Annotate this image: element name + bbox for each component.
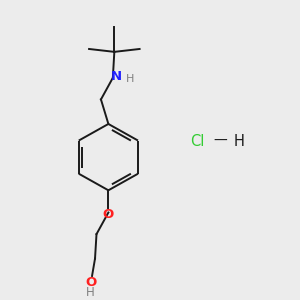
Text: O: O [103,208,114,221]
Text: H: H [86,286,95,299]
Text: Cl: Cl [190,134,205,149]
Text: O: O [85,276,96,289]
Text: H: H [126,74,134,84]
Text: H: H [234,134,244,149]
Text: N: N [111,70,122,83]
Text: —: — [213,134,227,148]
